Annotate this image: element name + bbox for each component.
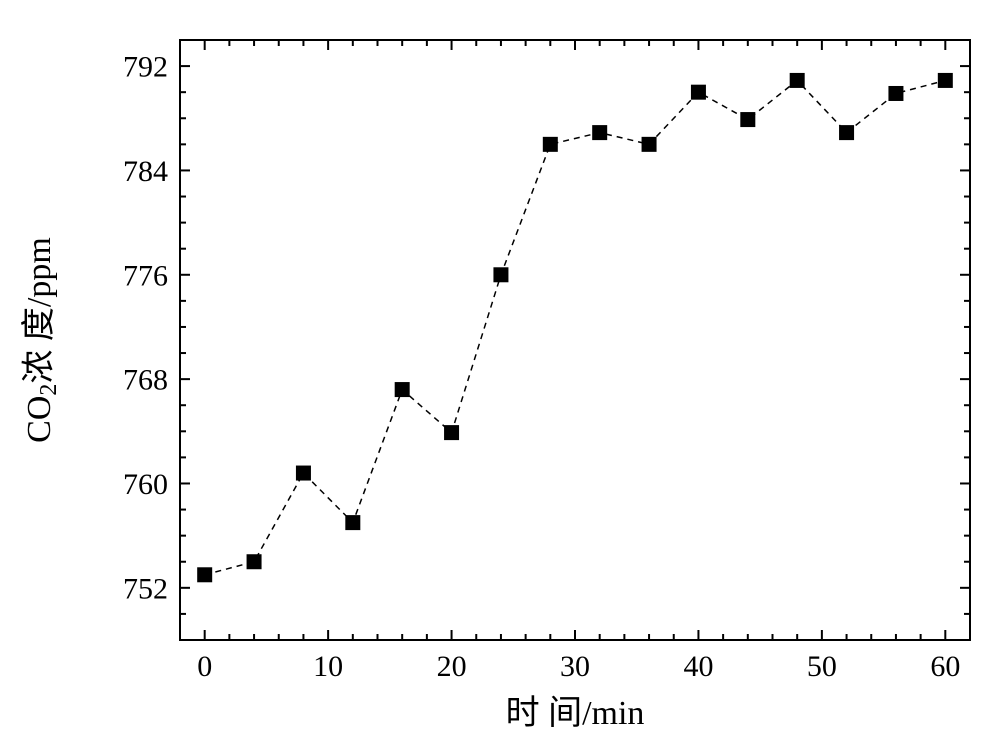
data-marker xyxy=(593,126,607,140)
y-tick-label: 768 xyxy=(123,364,168,397)
chart-container: 0 10 20 30 40 50 60 752 760 768 776 784 792 时 间/min CO… xyxy=(0,0,1000,751)
data-marker xyxy=(445,426,459,440)
data-marker xyxy=(247,555,261,569)
x-axis-label: 时 间/min xyxy=(506,695,645,732)
x-tick-label: 30 xyxy=(560,650,590,683)
y-tick-label: 760 xyxy=(123,468,168,501)
data-marker xyxy=(938,73,952,87)
data-marker xyxy=(543,137,557,151)
x-tick-label: 20 xyxy=(437,650,467,683)
data-marker xyxy=(395,383,409,397)
y-tick-label: 784 xyxy=(123,155,168,188)
data-marker xyxy=(790,73,804,87)
data-marker xyxy=(198,568,212,582)
x-tick-label: 50 xyxy=(807,650,837,683)
x-tick-label: 0 xyxy=(197,650,212,683)
x-tick-label: 60 xyxy=(930,650,960,683)
data-marker xyxy=(494,268,508,282)
y-axis-label: CO2浓 度/ppm xyxy=(20,237,62,443)
x-tick-label: 40 xyxy=(683,650,713,683)
data-marker xyxy=(642,137,656,151)
data-marker xyxy=(840,126,854,140)
data-marker xyxy=(691,85,705,99)
data-marker xyxy=(296,466,310,480)
y-tick-label: 752 xyxy=(123,572,168,605)
data-marker xyxy=(346,516,360,530)
x-tick-label: 10 xyxy=(313,650,343,683)
y-tick-label: 776 xyxy=(123,259,168,292)
y-tick-label: 792 xyxy=(123,51,168,84)
co2-line-chart: 0 10 20 30 40 50 60 752 760 768 776 784 792 时 间/min CO… xyxy=(0,0,1000,751)
data-marker xyxy=(889,86,903,100)
data-marker xyxy=(741,113,755,127)
